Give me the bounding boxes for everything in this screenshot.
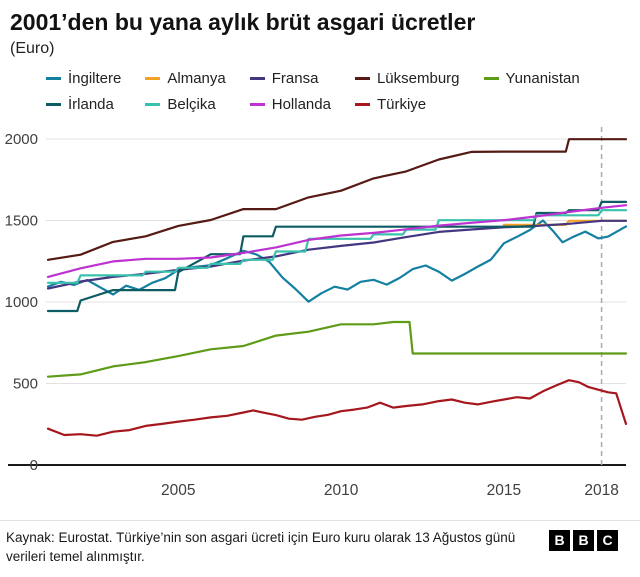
series-line-fransa — [46, 219, 628, 290]
legend-item-irlanda: İrlanda — [46, 96, 121, 113]
legend-label: İngiltere — [68, 69, 122, 87]
legend-swatch — [249, 76, 265, 80]
legend-label: İrlanda — [68, 95, 114, 113]
legend-label: Fransa — [271, 69, 319, 87]
legend-swatch — [145, 102, 161, 106]
legend-swatch — [46, 102, 61, 106]
chart-title: 2001’den bu yana aylık brüt asgari ücret… — [10, 9, 476, 35]
footer: Kaynak: Eurostat. Türkiye’nin son asgari… — [0, 519, 640, 567]
legend-swatch — [145, 76, 161, 80]
series-line-ingiltere — [46, 219, 628, 303]
series-line-hollanda — [46, 203, 628, 278]
series-line-irlanda — [46, 200, 628, 312]
legend-label: Belçika — [167, 95, 216, 113]
source-text: Kaynak: Eurostat. Türkiye’nin son asgari… — [6, 529, 516, 565]
series-line-belcika — [46, 208, 628, 284]
legend-label: Türkiye — [376, 95, 427, 113]
legend-item-ingiltere: İngiltere — [46, 70, 121, 87]
legend-swatch — [354, 76, 370, 80]
legend-label: Almanya — [167, 69, 226, 87]
legend-item-hollanda: Hollanda — [249, 95, 331, 113]
series-line-yunanistan — [46, 320, 628, 378]
x-tick-label: 2005 — [161, 482, 195, 499]
legend-swatch — [249, 102, 265, 106]
line-chart: 0 500 1000 1500 2000 2005 2010 2015 2018 — [0, 121, 640, 518]
bbc-logo-block: C — [597, 529, 618, 551]
y-tick-label: 1000 — [5, 294, 38, 311]
bbc-logo: B B C — [549, 529, 618, 551]
chart-canvas: 0 500 1000 1500 2000 2005 2010 2015 2018 — [5, 126, 628, 499]
legend-label: Yunanistan — [505, 69, 580, 87]
legend-swatch — [354, 102, 370, 106]
x-tick-label: 2015 — [487, 482, 521, 499]
chart-subtitle: (Euro) — [10, 39, 55, 57]
bbc-logo-block: B — [573, 529, 594, 551]
y-tick-label: 500 — [13, 375, 38, 392]
y-tick-label: 1500 — [5, 212, 38, 229]
legend-label: Hollanda — [271, 95, 331, 113]
legend-item-luksemburg: Lüksemburg — [354, 69, 460, 87]
legend-swatch — [46, 76, 61, 80]
legend-item-almanya: Almanya — [145, 69, 226, 87]
series-line-turkiye — [46, 378, 628, 437]
y-tick-label: 2000 — [5, 131, 38, 148]
x-tick-label: 2010 — [324, 482, 359, 499]
legend-item-fransa: Fransa — [249, 69, 331, 87]
bbc-logo-block: B — [549, 529, 570, 551]
legend-label: Lüksemburg — [376, 69, 460, 87]
x-tick-label: 2018 — [584, 482, 618, 499]
legend-item-belcika: Belçika — [145, 96, 225, 113]
legend-item-yunanistan: Yunanistan — [483, 69, 580, 87]
legend-item-turkiye: Türkiye — [354, 95, 460, 113]
legend-swatch — [483, 76, 499, 80]
series-line-luksemburg — [46, 137, 628, 261]
y-tick-label: 0 — [30, 457, 38, 474]
legend: İngiltere Almanya Fransa Lüksemburg Yunanist… — [0, 58, 640, 121]
